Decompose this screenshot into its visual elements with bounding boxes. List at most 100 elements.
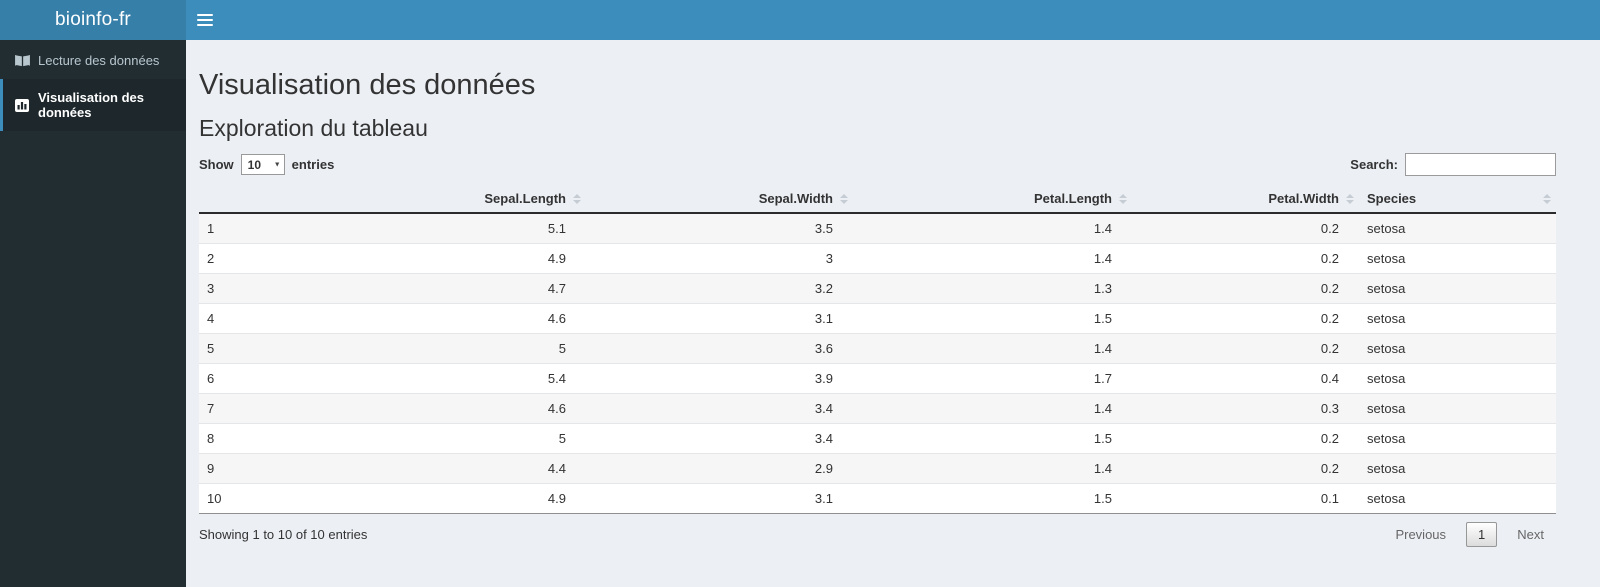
column-header-label: Sepal.Width [758,191,833,206]
table-cell: 0.2 [1132,273,1359,304]
row-name-cell: 2 [199,243,369,274]
table-cell: 1.4 [853,453,1132,484]
table-cell: 4.6 [369,303,586,334]
table-cell: 5 [369,423,586,454]
column-header-petal-width[interactable]: Petal.Width [1132,185,1359,214]
table-cell: 1.5 [853,303,1132,334]
table-cell: 5 [369,333,586,364]
table-cell: setosa [1359,363,1556,394]
search-label: Search: [1350,157,1398,172]
pagination: Previous 1 Next [1383,522,1556,547]
table-body: 1 5.1 3.5 1.4 0.2 setosa 2 4.9 3 1.4 0.2 setosa 3 4.7… [199,213,1556,514]
row-name-cell: 9 [199,453,369,484]
table-row: 5 5 3.6 1.4 0.2 setosa [199,333,1556,364]
page-length-control: Show 10 ▼ entries [199,154,334,175]
datatable-footer: Showing 1 to 10 of 10 entries Previous 1… [199,522,1556,547]
table-row: 10 4.9 3.1 1.5 0.1 setosa [199,483,1556,514]
sidebar-item-label: Lecture des données [38,53,160,68]
sidebar-item-label: Visualisation des données [38,90,144,120]
table-cell: 1.4 [1093,221,1112,236]
table-cell: 3.4 [586,423,853,454]
row-name-cell: 4 [199,303,369,334]
previous-page-button[interactable]: Previous [1395,527,1447,542]
table-cell: 0.2 [1132,303,1359,334]
length-label-suffix: entries [291,157,335,172]
column-header-label: Species [1367,191,1417,206]
table-row: 7 4.6 3.4 1.4 0.3 setosa [199,393,1556,424]
page-number-button[interactable]: 1 [1466,522,1498,547]
row-name-cell: 5 [199,333,369,364]
table-cell: setosa [1359,243,1556,274]
table-cell: 0.2 [1132,453,1359,484]
sort-icon [573,193,581,204]
table-cell: 1.7 [853,363,1132,394]
column-header-label: Petal.Width [1268,191,1339,206]
sidebar-item-visualisation-des-donnees[interactable]: Visualisation des données [0,79,186,131]
table-cell: setosa [1359,333,1556,364]
sidebar-toggle-button[interactable] [186,0,224,40]
table-cell: 1.5 [853,423,1132,454]
table-cell: 1.4 [853,393,1132,424]
row-name-cell: 6 [199,363,369,394]
sidebar-item-lecture-des-donnees[interactable]: Lecture des données [0,42,186,79]
table-cell: 3.2 [586,273,853,304]
table-cell: 4.6 [369,393,586,424]
table-cell: setosa [1359,483,1556,514]
table-cell: 4.9 [369,243,586,274]
sort-icon [840,193,848,204]
sidebar-menu: Lecture des données Visualisation des do… [0,40,186,131]
table-cell: 3.1 [586,303,853,334]
sort-icon [1346,193,1354,204]
bars-icon [197,14,213,16]
table-row: 9 4.4 2.9 1.4 0.2 setosa [199,453,1556,484]
row-name-cell: 3 [199,273,369,304]
sidebar: Lecture des données Visualisation des do… [0,40,186,587]
table-cell: 0.3 [1132,393,1359,424]
table-row: 4 4.6 3.1 1.5 0.2 setosa [199,303,1556,334]
bars-icon [197,19,213,21]
row-name-cell: 1 [207,221,215,236]
table-cell: 3.6 [586,333,853,364]
table-cell: 3.4 [586,393,853,424]
table-cell: 0.2 [1132,423,1359,454]
table-cell: 0.4 [1132,363,1359,394]
table-cell: 1.3 [853,273,1132,304]
table-cell: 0.2 [1320,221,1339,236]
bar-chart-icon [15,98,31,112]
next-page-button[interactable]: Next [1517,527,1544,542]
length-label-prefix: Show [199,157,234,172]
column-header-label: Petal.Length [1033,191,1112,206]
sort-icon [1119,193,1127,204]
table-row: 3 4.7 3.2 1.3 0.2 setosa [199,273,1556,304]
table-cell: setosa [1359,273,1556,304]
column-header-sepal-length[interactable]: Sepal.Length [369,185,586,214]
column-header-species[interactable]: Species [1359,185,1556,214]
section-title: Exploration du tableau [199,115,428,141]
page-length-select[interactable]: 10 [240,154,285,175]
table-cell: 3.5 [814,221,833,236]
table-cell: 5.4 [369,363,586,394]
datatable-controls: Show 10 ▼ entries Search: [199,153,1556,176]
column-header-petal-length[interactable]: Petal.Length [853,185,1132,214]
book-open-icon [15,54,31,68]
navbar [186,0,1600,40]
top-header: bioinfo-fr [0,0,1600,40]
row-name-cell: 8 [199,423,369,454]
table-cell: 0.2 [1132,243,1359,274]
page-title: Visualisation des données [199,69,536,101]
column-header-sepal-width[interactable]: Sepal.Width [586,185,853,214]
bars-icon [197,24,213,26]
search-input[interactable] [1405,153,1556,176]
table-cell: 3.1 [586,483,853,514]
table-cell: setosa [1359,423,1556,454]
app-logo[interactable]: bioinfo-fr [0,0,186,40]
table-row: 1 5.1 3.5 1.4 0.2 setosa [199,213,1556,244]
table-cell: 0.2 [1132,333,1359,364]
table-cell: setosa [1367,221,1406,236]
table-row: 8 5 3.4 1.5 0.2 setosa [199,423,1556,454]
data-table: Sepal.Length Sepal.Width Petal.Length Petal… [199,185,1556,514]
table-cell: 2.9 [586,453,853,484]
table-cell: 4.9 [369,483,586,514]
column-header-label: Sepal.Length [484,191,566,206]
table-info: Showing 1 to 10 of 10 entries [199,527,368,542]
